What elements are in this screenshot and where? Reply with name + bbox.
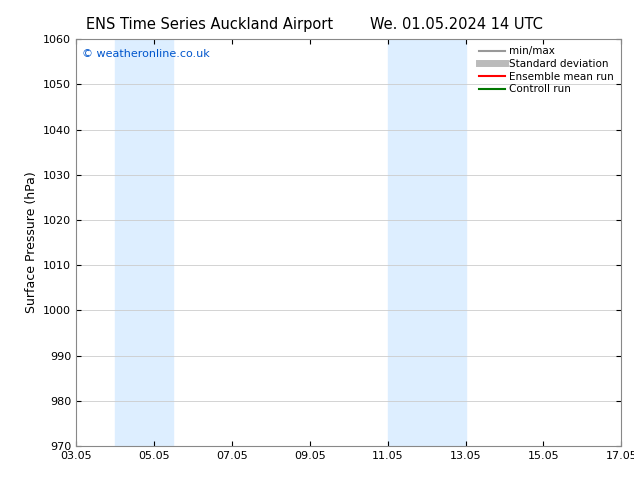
Bar (387, 39, 465, 446)
Y-axis label: Surface Pressure (hPa): Surface Pressure (hPa) (25, 172, 37, 314)
Text: ENS Time Series Auckland Airport: ENS Time Series Auckland Airport (86, 17, 333, 32)
Legend: min/max, Standard deviation, Ensemble mean run, Controll run: min/max, Standard deviation, Ensemble me… (477, 45, 616, 97)
Bar (115, 39, 174, 446)
Text: © weatheronline.co.uk: © weatheronline.co.uk (82, 49, 209, 59)
Text: We. 01.05.2024 14 UTC: We. 01.05.2024 14 UTC (370, 17, 543, 32)
